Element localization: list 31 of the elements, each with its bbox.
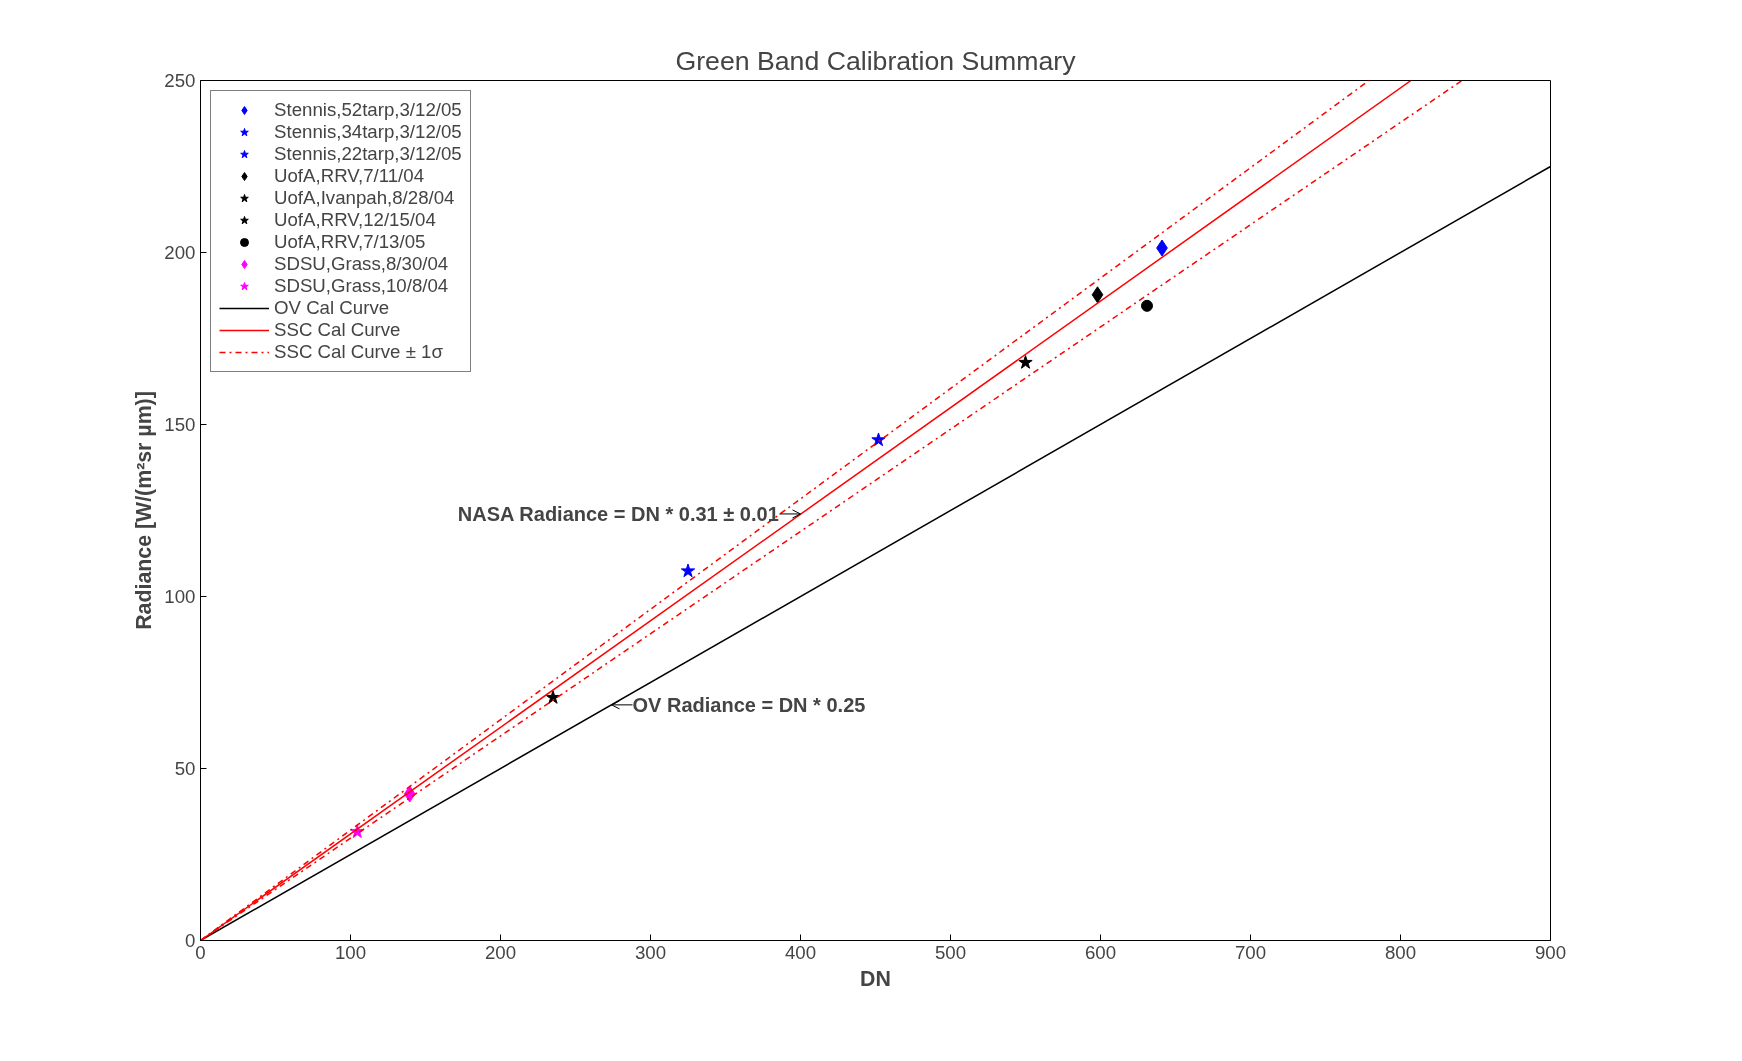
x-tick-label: 400 bbox=[784, 941, 817, 963]
y-tick-label: 150 bbox=[164, 414, 196, 435]
x-tick-label: 200 bbox=[484, 941, 517, 963]
x-tick-label: 600 bbox=[1084, 941, 1117, 963]
x-tick-label: 800 bbox=[1384, 941, 1417, 963]
legend-label: SSC Cal Curve ± 1σ bbox=[274, 341, 443, 363]
legend-label: SSC Cal Curve bbox=[274, 319, 401, 341]
y-tick-label: 250 bbox=[164, 70, 196, 91]
chart-title: Green Band Calibration Summary bbox=[675, 45, 1077, 76]
legend-label: SDSU,Grass,10/8/04 bbox=[274, 275, 449, 297]
legend-label: SDSU,Grass,8/30/04 bbox=[274, 253, 449, 275]
legend-label: Stennis,22tarp,3/12/05 bbox=[274, 143, 462, 165]
legend-label: Stennis,52tarp,3/12/05 bbox=[274, 99, 462, 121]
legend-label: UofA,RRV,7/13/05 bbox=[274, 231, 426, 253]
x-tick-label: 500 bbox=[934, 941, 967, 963]
y-tick-label: 200 bbox=[164, 242, 196, 263]
legend-label: Stennis,34tarp,3/12/05 bbox=[274, 121, 462, 143]
y-tick-label: 50 bbox=[174, 758, 196, 779]
legend-label: OV Cal Curve bbox=[274, 297, 390, 319]
x-tick-label: 700 bbox=[1234, 941, 1267, 963]
annotation: NASA Radiance = DN * 0.31 ± 0.01 bbox=[457, 502, 779, 525]
annotation: OV Radiance = DN * 0.25 bbox=[632, 693, 866, 716]
x-axis-title: DN bbox=[860, 966, 891, 991]
x-tick-label: 900 bbox=[1534, 941, 1567, 963]
y-axis-title: Radiance [W/(m²sr µm)] bbox=[132, 391, 157, 630]
legend-label: UofA,RRV,7/11/04 bbox=[274, 165, 425, 187]
legend-label: UofA,RRV,12/15/04 bbox=[274, 209, 436, 231]
x-tick-label: 300 bbox=[634, 941, 667, 963]
legend-label: UofA,Ivanpah,8/28/04 bbox=[274, 187, 455, 209]
y-tick-label: 100 bbox=[164, 586, 196, 607]
x-tick-label: 100 bbox=[334, 941, 367, 963]
